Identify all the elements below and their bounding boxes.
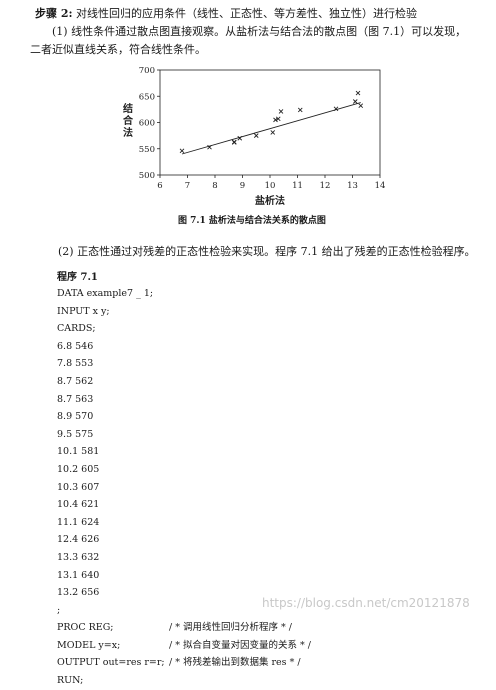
data-point bbox=[355, 90, 361, 96]
y-tick-label: 550 bbox=[139, 145, 155, 155]
code-line: 9.5 575 bbox=[57, 428, 94, 440]
point-marker-stroke bbox=[352, 99, 358, 104]
code-line: INPUT x y; bbox=[57, 305, 110, 317]
point-marker-stroke bbox=[358, 103, 364, 109]
plot-frame bbox=[159, 69, 381, 176]
data-point bbox=[297, 107, 303, 113]
data-point bbox=[231, 139, 237, 145]
point-marker-stroke bbox=[297, 107, 303, 113]
regression-line bbox=[181, 102, 361, 155]
code-line-model: MODEL y=x; / * 拟合自变量对因变量的关系 * / bbox=[57, 637, 311, 655]
data-point bbox=[352, 99, 358, 104]
code-line: CARDS; bbox=[57, 323, 96, 335]
data-point bbox=[275, 116, 281, 122]
x-tick-label: 14 bbox=[375, 181, 386, 191]
y-tick-label: 500 bbox=[139, 171, 155, 181]
code-text: PROC REG; bbox=[57, 622, 114, 634]
code-text: RUN; bbox=[57, 675, 84, 687]
code-line: 12.4 626 bbox=[57, 534, 100, 546]
data-point bbox=[270, 130, 276, 135]
code-line: 10.4 621 bbox=[57, 499, 100, 511]
code-line: 13.3 632 bbox=[57, 551, 100, 563]
x-tick-label: 11 bbox=[292, 181, 303, 191]
code-comment: / * 调用线性回归分析程序 * / bbox=[169, 622, 292, 634]
data-point bbox=[278, 109, 284, 114]
x-tick-label: 8 bbox=[212, 181, 217, 191]
y-axis-label-char: 合 bbox=[122, 114, 134, 127]
code-line: 10.1 581 bbox=[57, 446, 100, 458]
code-line-output: OUTPUT out=res r=r; / * 将残差输出到数据集 res * / bbox=[57, 654, 311, 672]
code-line: 7.8 553 bbox=[57, 358, 94, 370]
step-text: 对线性回归的应用条件（线性、正态性、等方差性、独立性）进行检验 bbox=[76, 7, 418, 20]
point-marker-stroke bbox=[273, 117, 278, 123]
y-axis-label-char: 法 bbox=[123, 126, 133, 139]
code-line-run: RUN; bbox=[57, 672, 311, 690]
point-marker-stroke bbox=[278, 109, 284, 114]
point-marker-stroke bbox=[231, 139, 237, 145]
figure-caption: 图 7.1 盐析法与结合法关系的散点图 bbox=[178, 216, 326, 226]
code-line: DATA example7 _ 1; bbox=[57, 288, 154, 299]
point-marker-stroke bbox=[207, 144, 212, 150]
code-comment: / * 拟合自变量对因变量的关系 * / bbox=[169, 639, 311, 651]
scatter-plot: 6 7 8 9 10 11 12 13 14 500 550 600 650 700 盐析法 结合法 bbox=[122, 66, 386, 207]
y-tick-label: 600 bbox=[139, 119, 155, 129]
data-point bbox=[253, 133, 259, 138]
data-point bbox=[333, 106, 339, 112]
x-tick-label: 9 bbox=[240, 181, 245, 191]
x-tick-label: 10 bbox=[265, 181, 276, 191]
data-point bbox=[237, 135, 243, 141]
point-marker-stroke bbox=[333, 106, 339, 112]
code-line: 8.9 570 bbox=[57, 411, 94, 423]
program-code: DATA example7 _ 1; INPUT x y; CARDS; 6.8… bbox=[57, 285, 311, 690]
code-line: 13.2 656 bbox=[57, 587, 100, 599]
para2: (2) 正态性通过对残差的正态性检验来实现。程序 7.1 给出了残差的正态性检验… bbox=[58, 245, 476, 258]
point-marker-stroke bbox=[270, 130, 276, 135]
code-text: MODEL y=x; bbox=[57, 639, 121, 651]
program-title: 程序 7.1 bbox=[57, 272, 98, 283]
data-point bbox=[273, 117, 278, 123]
point-marker-stroke bbox=[355, 90, 361, 96]
code-line: 8.7 562 bbox=[57, 375, 94, 387]
code-line: 11.1 624 bbox=[57, 516, 100, 528]
x-tick-label: 13 bbox=[347, 181, 358, 191]
code-line: ; bbox=[57, 604, 61, 616]
code-line: 6.8 546 bbox=[57, 340, 94, 352]
y-tick-label: 700 bbox=[139, 66, 155, 76]
code-line: 10.2 605 bbox=[57, 463, 100, 475]
para1-line2: 二者近似直线关系，符合线性条件。 bbox=[30, 43, 206, 56]
data-point bbox=[358, 103, 364, 109]
step-heading: 步骤 2: 对线性回归的应用条件（线性、正态性、等方差性、独立性）进行检验 bbox=[35, 5, 417, 21]
point-marker-stroke bbox=[179, 148, 185, 154]
data-point bbox=[207, 144, 212, 150]
code-comment: / * 将残差输出到数据集 res * / bbox=[169, 657, 301, 669]
y-axis-label-char: 结 bbox=[123, 102, 133, 115]
x-tick-label: 6 bbox=[157, 181, 162, 191]
point-marker-stroke bbox=[253, 133, 259, 138]
code-line: 8.7 563 bbox=[57, 393, 94, 405]
point-marker-stroke bbox=[275, 116, 281, 122]
step-label: 步骤 2: bbox=[35, 7, 73, 20]
para1-line1: (1) 线性条件通过散点图直接观察。从盐析法与结合法的散点图（图 7.1）可以发… bbox=[52, 25, 467, 38]
x-tick-label: 12 bbox=[320, 181, 331, 191]
x-tick-label: 7 bbox=[185, 181, 190, 191]
x-axis-label: 盐析法 bbox=[255, 194, 285, 207]
data-point bbox=[179, 148, 185, 154]
code-line-proc: PROC REG; / * 调用线性回归分析程序 * / bbox=[57, 619, 311, 637]
y-tick-label: 650 bbox=[139, 92, 155, 102]
code-text: OUTPUT out=res r=r; bbox=[57, 657, 165, 669]
watermark: https://blog.csdn.net/cm20121878 bbox=[262, 596, 470, 610]
code-line: 10.3 607 bbox=[57, 481, 100, 493]
point-marker-stroke bbox=[237, 135, 243, 141]
code-line: 13.1 640 bbox=[57, 569, 100, 581]
